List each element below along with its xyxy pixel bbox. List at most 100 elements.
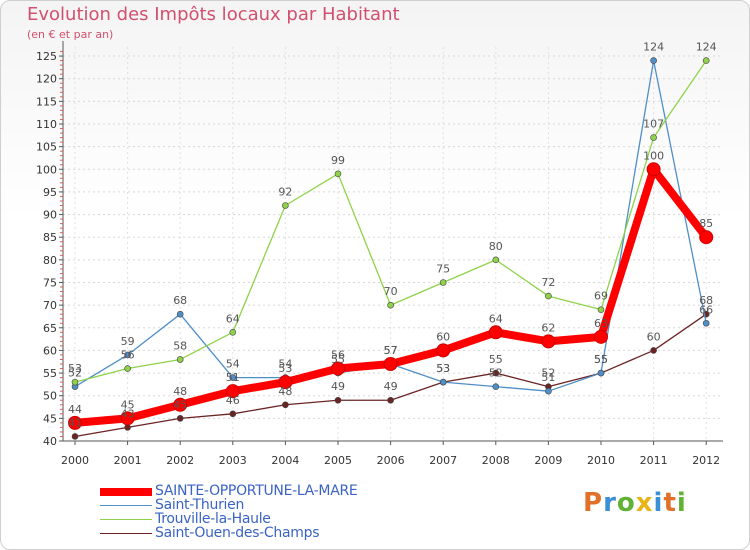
legend-swatch — [100, 519, 152, 520]
data-label: 54 — [278, 358, 292, 371]
data-label: 66 — [699, 303, 713, 316]
data-label: 48 — [173, 385, 187, 398]
data-label: 53 — [436, 362, 450, 375]
data-label: 124 — [696, 41, 717, 54]
y-tick-label: 65 — [43, 322, 57, 335]
x-tick-label: 2012 — [692, 454, 720, 467]
data-point — [702, 319, 710, 327]
data-label: 41 — [68, 416, 82, 429]
legend: SAINTE-OPPORTUNE-LA-MARE Saint-Thurien T… — [100, 483, 500, 541]
data-point — [176, 310, 184, 318]
data-label: 60 — [647, 330, 661, 343]
data-point — [646, 162, 661, 177]
series-line — [74, 59, 707, 392]
y-tick-label: 75 — [43, 276, 57, 289]
legend-item-saint-ouen: Saint-Ouen-des-Champs — [100, 525, 500, 541]
data-point — [176, 415, 184, 422]
y-tick-label: 105 — [36, 141, 57, 154]
data-label: 56 — [331, 349, 345, 362]
legend-item-trouville: Trouville-la-Haule — [100, 511, 500, 527]
legend-label: Saint-Ouen-des-Champs — [155, 525, 320, 541]
data-point — [492, 383, 500, 390]
y-tick-label: 60 — [43, 344, 57, 357]
data-label: 54 — [226, 358, 240, 371]
data-label: 64 — [226, 312, 240, 325]
data-point — [597, 369, 605, 377]
x-tick-label: 2005 — [324, 454, 352, 467]
y-tick-label: 125 — [36, 50, 57, 63]
data-label: 53 — [68, 362, 82, 375]
data-label: 57 — [384, 344, 398, 357]
data-point — [229, 410, 237, 418]
data-label: 51 — [541, 371, 555, 384]
data-label: 107 — [643, 118, 664, 131]
data-label: 68 — [173, 294, 187, 307]
x-tick-label: 2009 — [534, 454, 562, 467]
x-tick-label: 2006 — [377, 454, 405, 467]
legend-item-sainte-opportune: SAINTE-OPPORTUNE-LA-MARE — [100, 483, 500, 499]
data-point — [387, 396, 394, 404]
data-point — [124, 365, 131, 372]
y-tick-label: 55 — [43, 367, 57, 380]
data-label: 55 — [331, 353, 345, 366]
data-label: 75 — [436, 262, 450, 275]
y-tick-label: 80 — [43, 254, 57, 267]
data-point — [439, 378, 447, 386]
data-point — [173, 397, 188, 412]
data-point — [334, 396, 342, 404]
x-tick-label: 2007 — [429, 454, 457, 467]
data-point — [545, 292, 552, 300]
data-point — [229, 329, 237, 336]
x-tick-label: 2008 — [482, 454, 510, 467]
data-point — [71, 433, 79, 440]
legend-swatch — [100, 488, 152, 496]
data-point — [699, 230, 714, 245]
data-label: 55 — [594, 353, 608, 366]
data-label: 68 — [699, 294, 713, 307]
data-label: 52 — [541, 367, 555, 380]
data-point — [650, 134, 657, 141]
data-point — [387, 301, 394, 309]
x-tick-label: 2004 — [271, 454, 299, 467]
data-point — [439, 279, 447, 286]
data-label: 49 — [384, 380, 398, 393]
data-label: 58 — [173, 339, 187, 352]
data-point — [278, 375, 293, 390]
x-tick-label: 2001 — [114, 454, 142, 467]
y-tick-label: 50 — [43, 390, 57, 403]
data-label: 124 — [643, 41, 664, 54]
y-tick-label: 120 — [36, 73, 57, 86]
data-point — [334, 170, 342, 178]
data-point — [650, 347, 657, 354]
legend-label: SAINTE-OPPORTUNE-LA-MARE — [155, 483, 358, 499]
data-label: 52 — [489, 367, 503, 380]
data-point — [541, 334, 556, 349]
x-tick-label: 2010 — [587, 454, 615, 467]
data-label: 80 — [489, 240, 503, 253]
data-label: 70 — [384, 285, 398, 298]
data-point — [282, 202, 289, 209]
data-point — [229, 374, 237, 381]
data-label: 49 — [331, 380, 345, 393]
data-label: 100 — [643, 149, 664, 162]
data-point — [650, 57, 657, 64]
x-tick-label: 2000 — [61, 454, 89, 467]
data-point — [124, 351, 131, 359]
legend-item-saint-thurien: Saint-Thurien — [100, 497, 500, 513]
legend-label: Trouville-la-Haule — [155, 511, 271, 527]
y-tick-label: 95 — [43, 186, 57, 199]
data-point — [225, 384, 240, 399]
data-point — [594, 329, 608, 344]
y-tick-label: 40 — [43, 435, 57, 448]
data-label: 46 — [226, 394, 240, 407]
data-point — [68, 415, 82, 430]
x-tick-label: 2011 — [640, 454, 668, 467]
data-point — [120, 411, 135, 426]
data-label: 44 — [68, 403, 82, 416]
legend-label: Saint-Thurien — [155, 497, 245, 513]
y-tick-label: 110 — [36, 118, 57, 131]
data-point — [436, 343, 451, 358]
proxiti-logo: Proxiti — [583, 488, 687, 518]
data-point — [492, 369, 500, 377]
